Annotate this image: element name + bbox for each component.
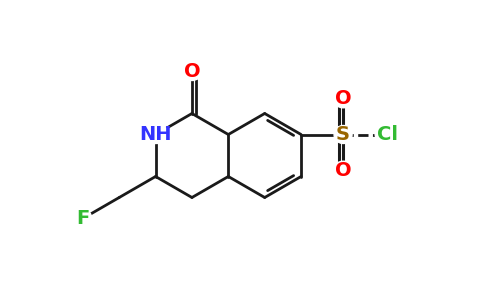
- Ellipse shape: [333, 90, 353, 108]
- Ellipse shape: [140, 125, 170, 143]
- Text: O: O: [183, 62, 200, 81]
- Ellipse shape: [182, 62, 202, 80]
- Ellipse shape: [375, 125, 399, 143]
- Text: S: S: [336, 125, 350, 144]
- Text: Cl: Cl: [377, 125, 398, 144]
- Text: NH: NH: [139, 125, 172, 144]
- Text: O: O: [335, 89, 351, 108]
- Text: O: O: [335, 161, 351, 180]
- Text: F: F: [76, 209, 90, 228]
- Ellipse shape: [333, 161, 353, 179]
- Ellipse shape: [74, 209, 92, 227]
- Ellipse shape: [334, 125, 352, 143]
